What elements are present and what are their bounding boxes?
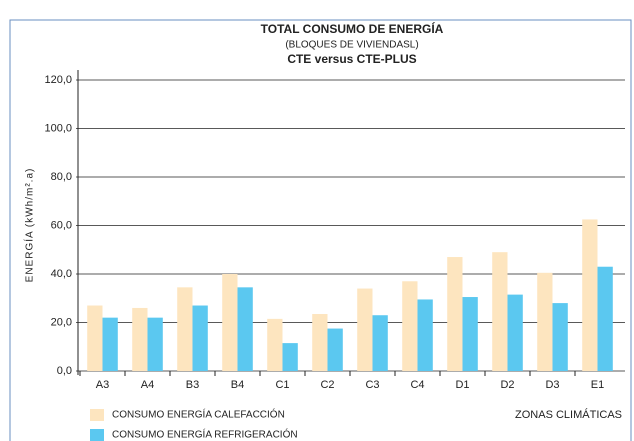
bar bbox=[222, 274, 238, 371]
bar bbox=[147, 317, 163, 371]
legend-swatch bbox=[90, 429, 104, 441]
x-tick-label: C3 bbox=[365, 379, 379, 391]
frame bbox=[9, 19, 632, 441]
chart-title2: CTE versus CTE-PLUS bbox=[287, 52, 416, 66]
bar bbox=[417, 299, 433, 371]
y-axis-label: ENERGÍA (kWh/m².a) bbox=[23, 168, 36, 283]
bar bbox=[102, 317, 118, 371]
y-tick-label: 0,0 bbox=[57, 365, 72, 377]
x-tick-label: D1 bbox=[455, 379, 469, 391]
y-tick-label: 100,0 bbox=[44, 122, 72, 134]
x-tick-label: A3 bbox=[96, 379, 109, 391]
x-tick-label: A4 bbox=[141, 379, 154, 391]
bar bbox=[327, 328, 343, 371]
x-tick-label: E1 bbox=[591, 379, 604, 391]
bar bbox=[237, 287, 253, 371]
chart-title: TOTAL CONSUMO DE ENERGÍA bbox=[261, 21, 444, 36]
bar bbox=[357, 288, 373, 371]
y-tick-label: 40,0 bbox=[51, 268, 72, 280]
bar bbox=[282, 343, 298, 371]
bar bbox=[492, 252, 508, 371]
x-tick-label: C2 bbox=[320, 379, 334, 391]
x-tick-label: D3 bbox=[545, 379, 559, 391]
bar bbox=[552, 303, 568, 371]
legend-label: CONSUMO ENERGÍA REFRIGERACIÓN bbox=[112, 428, 298, 441]
x-tick-label: C1 bbox=[275, 379, 289, 391]
y-tick-label: 60,0 bbox=[51, 219, 72, 231]
bar bbox=[177, 287, 193, 371]
x-tick-label: B3 bbox=[186, 379, 199, 391]
bar bbox=[507, 294, 523, 371]
legend-swatch bbox=[90, 409, 104, 421]
bar bbox=[132, 307, 148, 371]
x-tick-label: D2 bbox=[500, 379, 514, 391]
x-tick-label: C4 bbox=[410, 379, 424, 391]
x-tick-label: B4 bbox=[231, 379, 244, 391]
bar bbox=[462, 297, 478, 371]
y-tick-label: 20,0 bbox=[51, 316, 72, 328]
bar bbox=[537, 272, 553, 371]
y-tick-label: 120,0 bbox=[44, 74, 72, 86]
bar bbox=[402, 281, 418, 371]
legend-label: CONSUMO ENERGÍA CALEFACCIÓN bbox=[112, 408, 285, 421]
bar bbox=[312, 314, 328, 371]
bar bbox=[267, 318, 283, 371]
bar bbox=[192, 305, 208, 371]
x-axis-label: ZONAS CLIMÁTICAS bbox=[515, 408, 622, 421]
chart-subtitle: (BLOQUES DE VIVIENDASL) bbox=[285, 40, 418, 51]
bar bbox=[447, 257, 463, 371]
bar bbox=[597, 266, 613, 371]
bar bbox=[582, 219, 598, 371]
bar bbox=[87, 305, 103, 371]
bar bbox=[372, 315, 388, 371]
y-tick-label: 80,0 bbox=[51, 171, 72, 183]
